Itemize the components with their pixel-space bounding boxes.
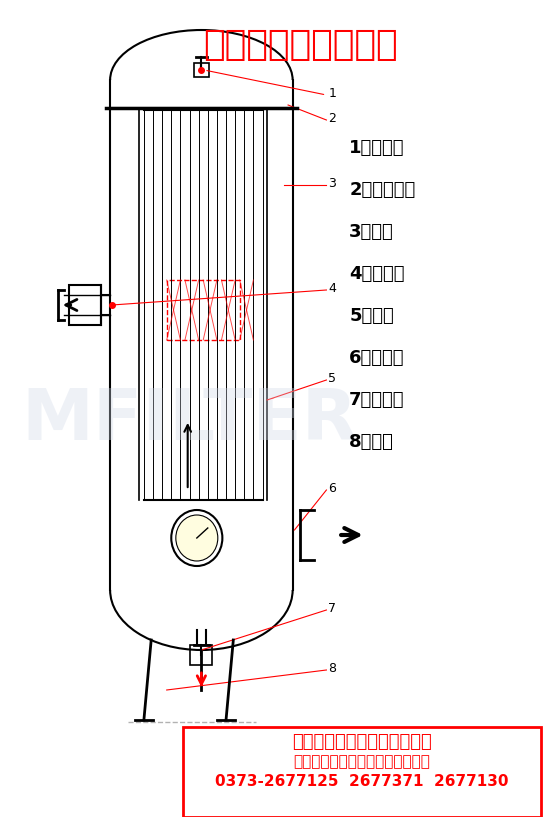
Bar [69, 285, 101, 325]
Text: 5: 5 [328, 372, 336, 385]
Circle shape [176, 515, 218, 561]
Text: 7、排污阀: 7、排污阀 [349, 391, 405, 409]
Text: 3、拉杆: 3、拉杆 [349, 223, 394, 241]
Bar [183, 727, 541, 817]
Text: 4、进出口: 4、进出口 [349, 265, 405, 283]
Text: 0373-2677125  2677371  2677130: 0373-2677125 2677371 2677130 [215, 775, 509, 789]
Text: 8: 8 [328, 662, 336, 675]
Text: 2: 2 [328, 111, 336, 124]
Text: 1: 1 [328, 87, 336, 100]
Text: 6、压差表: 6、压差表 [349, 349, 405, 367]
Text: 4: 4 [328, 282, 336, 294]
Text: 5、滤芯: 5、滤芯 [349, 307, 394, 325]
Text: 2、筒体法兰: 2、筒体法兰 [349, 181, 415, 199]
Text: 7: 7 [328, 601, 336, 614]
Text: 风机气体精密过滤器: 风机气体精密过滤器 [203, 28, 398, 62]
Bar [167, 280, 240, 340]
Text: 1、放气阀: 1、放气阀 [349, 139, 405, 157]
Text: 3: 3 [328, 176, 336, 190]
Text: 新乡市迈特过滤设备有限公司: 新乡市迈特过滤设备有限公司 [292, 733, 432, 751]
Text: 气体精密过滤器、旋风汽水分离器: 气体精密过滤器、旋风汽水分离器 [294, 755, 431, 770]
Text: 8、支腿: 8、支腿 [349, 433, 394, 451]
Bar [190, 645, 212, 665]
Text: MFILTER: MFILTER [21, 386, 358, 454]
Bar [194, 63, 208, 77]
Text: 6: 6 [328, 481, 336, 494]
